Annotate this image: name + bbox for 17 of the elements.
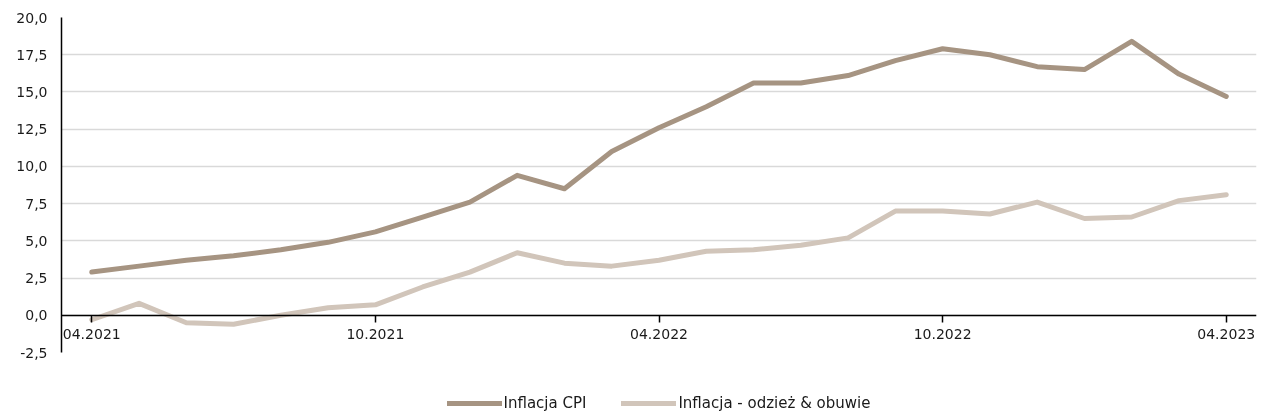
y-tick-label: 10,0 <box>16 158 48 175</box>
x-tick-label: 04.2021 <box>62 326 121 343</box>
y-tick-label: 12,5 <box>16 121 48 138</box>
y-tick-label: 5,0 <box>25 232 48 249</box>
x-tick-label: 10.2022 <box>913 326 972 343</box>
x-tick-label: 10.2021 <box>346 326 405 343</box>
y-tick-label: 20,0 <box>16 9 48 26</box>
y-tick-label: -2,5 <box>20 344 48 361</box>
y-tick-label: 15,0 <box>16 83 48 100</box>
y-tick-label: 7,5 <box>25 195 48 212</box>
legend-label: Inflacja - odzież & obuwie <box>678 394 871 412</box>
x-tick-label: 04.2022 <box>630 326 688 343</box>
legend-label: Inflacja CPI <box>503 394 587 412</box>
y-tick-label: 17,5 <box>16 46 48 63</box>
y-tick-label: 0,0 <box>25 307 48 324</box>
y-tick-label: 2,5 <box>25 270 48 287</box>
x-tick-label: 04.2023 <box>1197 326 1256 343</box>
